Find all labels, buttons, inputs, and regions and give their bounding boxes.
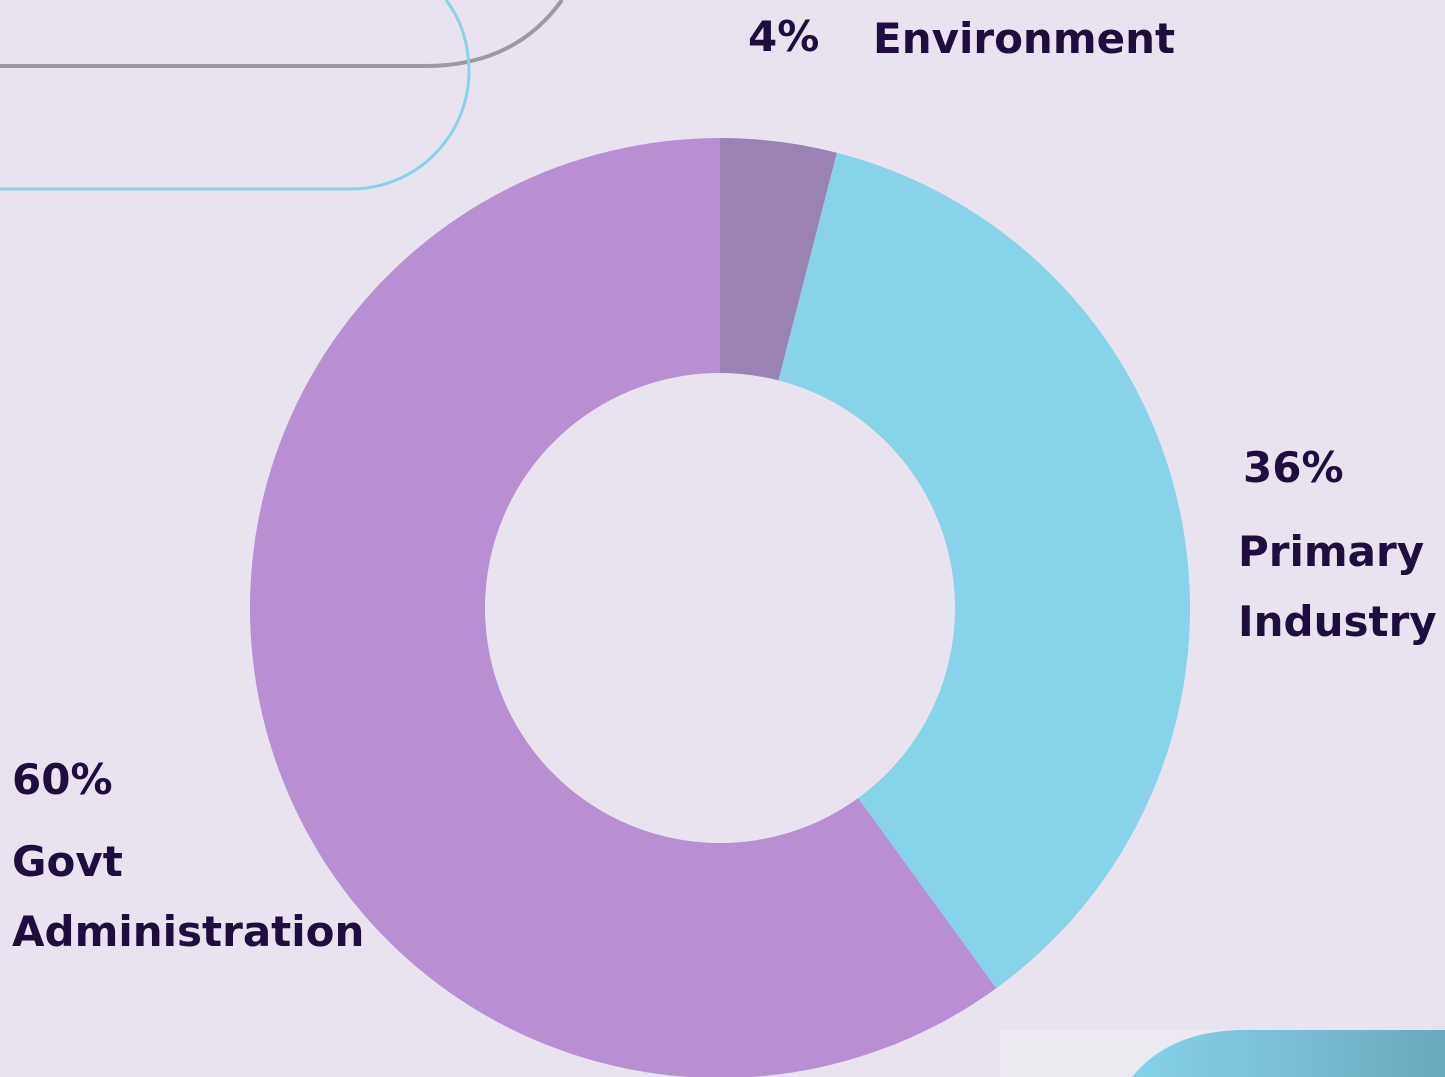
value-label: 4% — [748, 12, 820, 61]
decoration — [0, 0, 471, 191]
value-label: 36% — [1243, 443, 1344, 492]
category-label: Primary Industry — [1238, 527, 1437, 646]
decoration — [1132, 1030, 1445, 1077]
donut-segment — [720, 138, 837, 381]
decoration — [0, 0, 564, 68]
category-label: Govt Administration — [12, 837, 365, 956]
category-label: Environment — [873, 14, 1176, 63]
donut-segment — [778, 152, 1190, 989]
value-label: 60% — [12, 755, 113, 804]
donut — [250, 138, 1190, 1077]
donut-segment — [250, 138, 997, 1077]
